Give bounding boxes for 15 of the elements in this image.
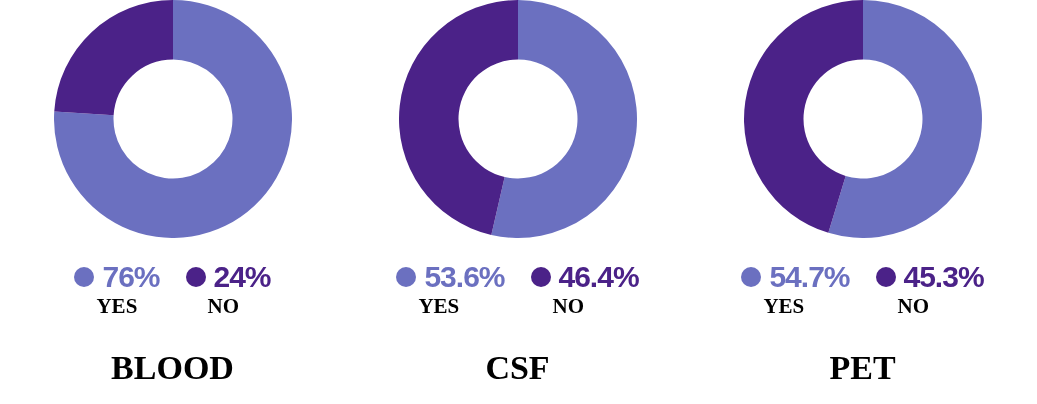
- legend-label: YES: [418, 294, 461, 319]
- data-label: 53.6%: [424, 260, 505, 294]
- text: BLOOD: [111, 349, 234, 387]
- legend-label: NO: [552, 294, 585, 319]
- legend-label: NO: [207, 294, 240, 319]
- data-label: 54.7%: [769, 260, 850, 294]
- data-label: 24%: [213, 260, 271, 294]
- data-label: 46.4%: [558, 260, 639, 294]
- legend-label: YES: [763, 294, 806, 319]
- text: CSF: [485, 349, 550, 387]
- legend-label: YES: [96, 294, 139, 319]
- legend-label: NO: [897, 294, 930, 319]
- text: PET: [829, 349, 896, 387]
- data-label: 45.3%: [903, 260, 984, 294]
- data-label: 76%: [102, 260, 160, 294]
